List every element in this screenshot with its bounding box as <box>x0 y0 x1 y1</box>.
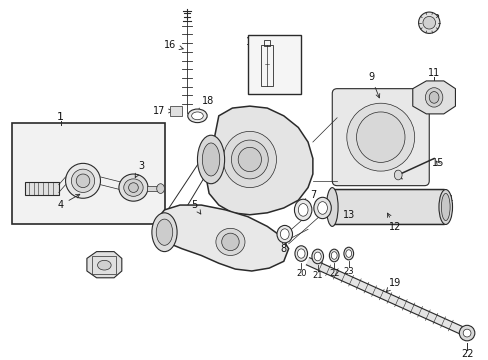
Ellipse shape <box>187 109 207 123</box>
Ellipse shape <box>422 17 435 29</box>
Polygon shape <box>306 258 464 335</box>
Ellipse shape <box>441 193 449 221</box>
Ellipse shape <box>311 249 323 264</box>
Text: 7: 7 <box>300 205 305 215</box>
Text: 7: 7 <box>303 190 315 203</box>
Bar <box>264 40 270 46</box>
Ellipse shape <box>393 170 401 180</box>
Ellipse shape <box>294 246 307 261</box>
Text: 18: 18 <box>198 96 214 112</box>
Ellipse shape <box>202 143 219 176</box>
Ellipse shape <box>329 249 338 262</box>
Ellipse shape <box>298 204 307 216</box>
FancyBboxPatch shape <box>331 89 428 186</box>
Bar <box>92 256 116 274</box>
Ellipse shape <box>98 260 111 270</box>
Text: 13: 13 <box>325 210 354 220</box>
Ellipse shape <box>458 325 474 341</box>
Ellipse shape <box>425 88 442 107</box>
Ellipse shape <box>223 131 276 188</box>
Ellipse shape <box>119 174 148 201</box>
Ellipse shape <box>280 229 288 239</box>
Text: 2: 2 <box>432 14 438 24</box>
Ellipse shape <box>462 329 470 337</box>
Bar <box>25 182 59 195</box>
Polygon shape <box>412 81 454 114</box>
Ellipse shape <box>152 213 177 252</box>
Bar <box>12 123 165 224</box>
Text: 20: 20 <box>295 269 306 278</box>
Text: 22: 22 <box>460 350 472 359</box>
Text: 15: 15 <box>431 158 443 168</box>
Ellipse shape <box>156 219 172 245</box>
Polygon shape <box>206 106 312 215</box>
Bar <box>247 35 301 94</box>
Ellipse shape <box>157 184 164 193</box>
Polygon shape <box>87 252 122 278</box>
Ellipse shape <box>276 225 292 243</box>
Text: 12: 12 <box>386 213 401 232</box>
Text: 4: 4 <box>58 194 80 210</box>
Ellipse shape <box>438 189 451 224</box>
Text: 17: 17 <box>153 106 172 116</box>
Ellipse shape <box>191 112 203 120</box>
Text: 10: 10 <box>245 37 257 61</box>
Ellipse shape <box>297 249 305 258</box>
Ellipse shape <box>326 188 337 226</box>
Ellipse shape <box>221 233 239 251</box>
Ellipse shape <box>317 202 327 214</box>
Ellipse shape <box>314 252 321 261</box>
Text: 16: 16 <box>164 40 183 50</box>
Text: 1: 1 <box>57 112 64 122</box>
Ellipse shape <box>76 174 90 188</box>
Text: 23: 23 <box>343 267 353 276</box>
Ellipse shape <box>215 228 244 256</box>
Text: 22: 22 <box>328 269 339 278</box>
Ellipse shape <box>231 140 268 179</box>
Bar <box>170 106 182 116</box>
Ellipse shape <box>345 250 351 257</box>
FancyBboxPatch shape <box>330 189 445 224</box>
Text: 5: 5 <box>191 200 201 214</box>
Ellipse shape <box>331 252 336 259</box>
Ellipse shape <box>428 91 438 103</box>
Ellipse shape <box>123 179 143 196</box>
Ellipse shape <box>128 183 138 193</box>
Ellipse shape <box>294 199 311 221</box>
Ellipse shape <box>343 247 353 260</box>
Text: 14: 14 <box>441 195 453 205</box>
Text: 9: 9 <box>367 72 379 98</box>
Text: 19: 19 <box>386 278 401 292</box>
Ellipse shape <box>346 103 414 171</box>
Text: 8: 8 <box>280 240 286 254</box>
Text: 21: 21 <box>312 271 322 280</box>
Text: 3: 3 <box>135 161 144 177</box>
Text: 6: 6 <box>100 261 107 271</box>
Ellipse shape <box>356 112 404 162</box>
Ellipse shape <box>197 135 224 184</box>
Polygon shape <box>156 205 288 271</box>
Ellipse shape <box>313 197 331 219</box>
Bar <box>147 186 160 192</box>
Text: 11: 11 <box>427 68 439 78</box>
Bar <box>261 45 273 86</box>
Ellipse shape <box>71 169 95 193</box>
Ellipse shape <box>238 147 261 172</box>
Ellipse shape <box>65 163 100 198</box>
Ellipse shape <box>418 12 439 33</box>
